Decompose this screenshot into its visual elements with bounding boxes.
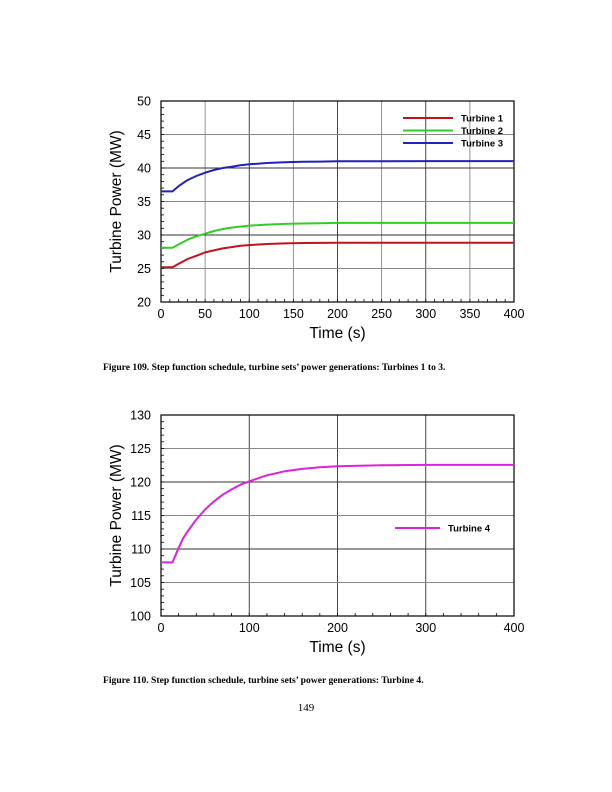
svg-text:100: 100 xyxy=(130,610,151,624)
svg-text:350: 350 xyxy=(459,307,480,321)
figure-109-caption: Figure 109. Step function schedule, turb… xyxy=(103,362,446,373)
svg-text:25: 25 xyxy=(137,262,151,276)
svg-text:20: 20 xyxy=(137,296,151,310)
grid-lines xyxy=(161,415,514,616)
svg-text:120: 120 xyxy=(130,476,151,490)
svg-text:40: 40 xyxy=(137,162,151,176)
svg-text:115: 115 xyxy=(131,509,151,523)
svg-text:150: 150 xyxy=(283,307,304,321)
series-line-turbine-4 xyxy=(161,463,514,564)
svg-text:Turbine 1: Turbine 1 xyxy=(461,114,504,125)
plot-frame xyxy=(160,100,515,303)
svg-text:50: 50 xyxy=(137,95,151,109)
page-number: 149 xyxy=(297,702,315,714)
series-line-turbine-1 xyxy=(161,241,514,269)
series-line-turbine-2 xyxy=(161,221,514,249)
svg-text:105: 105 xyxy=(130,576,151,590)
chart-legend: Turbine 4 xyxy=(395,524,491,535)
svg-text:125: 125 xyxy=(130,442,151,456)
plot-frame xyxy=(160,414,515,617)
x-tick-labels: 0 100 200 300 400 xyxy=(158,621,525,635)
svg-text:100: 100 xyxy=(239,621,260,635)
svg-text:30: 30 xyxy=(137,229,151,243)
svg-text:Turbine 4: Turbine 4 xyxy=(448,524,491,535)
svg-text:Turbine 2: Turbine 2 xyxy=(461,126,503,137)
svg-text:250: 250 xyxy=(371,307,392,321)
svg-text:Turbine 3: Turbine 3 xyxy=(461,139,503,150)
y-tick-labels: 20 25 30 35 40 45 50 xyxy=(137,95,151,310)
svg-text:300: 300 xyxy=(415,307,436,321)
svg-text:200: 200 xyxy=(327,307,348,321)
chart-turbines-1-3: 0 50 100 150 200 250 300 350 400 20 25 30 35 40 45 50 Ti… xyxy=(108,95,525,343)
y-axis-title: Turbine Power (MW) xyxy=(108,130,125,272)
svg-text:100: 100 xyxy=(239,307,260,321)
svg-text:130: 130 xyxy=(130,409,151,423)
svg-text:110: 110 xyxy=(131,543,151,557)
svg-text:35: 35 xyxy=(137,195,151,209)
svg-text:200: 200 xyxy=(327,621,348,635)
svg-text:0: 0 xyxy=(158,307,165,321)
x-axis-title: Time (s) xyxy=(309,325,365,342)
x-tick-labels: 0 50 100 150 200 250 300 350 400 xyxy=(158,307,525,321)
svg-text:300: 300 xyxy=(415,621,436,635)
chart-turbine-4: 0 100 200 300 400 100 105 110 115 120 125 130 Time (… xyxy=(108,409,525,657)
y-tick-labels: 100 105 110 115 120 125 130 xyxy=(130,409,151,624)
x-axis-title: Time (s) xyxy=(309,639,365,656)
svg-text:50: 50 xyxy=(198,307,212,321)
figure-110-caption: Figure 110. Step function schedule, turb… xyxy=(103,675,424,686)
svg-text:45: 45 xyxy=(137,128,151,142)
svg-text:400: 400 xyxy=(504,621,525,635)
svg-text:400: 400 xyxy=(504,307,525,321)
svg-text:0: 0 xyxy=(158,621,165,635)
series-line-turbine-3 xyxy=(161,160,514,193)
y-axis-title: Turbine Power (MW) xyxy=(108,444,125,586)
